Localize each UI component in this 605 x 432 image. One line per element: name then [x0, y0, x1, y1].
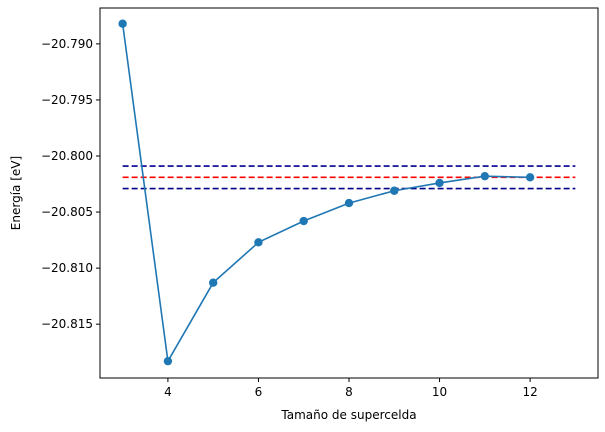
y-axis: −20.815 −20.810 −20.805 −20.800 −20.795 −20.7… [41, 37, 100, 331]
plot-frame [99, 7, 599, 379]
x-axis: 4 6 8 10 12 [164, 378, 538, 399]
reference-lines [122, 165, 576, 190]
series-line-0 [121, 23, 531, 364]
x-tick-label-0: 4 [164, 385, 172, 399]
data-point-0-6 [390, 186, 399, 195]
data-point-0-4 [299, 216, 308, 226]
y-tick-label-2: −20.805 [41, 205, 93, 219]
y-axis-label: Energía [eV] [9, 156, 23, 230]
data-point-0-9 [525, 173, 535, 182]
series-layer [118, 19, 535, 366]
data-point-0-8 [480, 171, 490, 181]
y-tick-label-0: −20.815 [41, 317, 93, 331]
data-point-0-3 [254, 238, 263, 247]
x-tick-label-1: 6 [255, 385, 263, 399]
x-tick-label-4: 12 [522, 385, 537, 399]
y-tick-label-1: −20.810 [41, 261, 93, 275]
y-tick-label-5: −20.790 [41, 37, 93, 51]
x-tick-label-2: 8 [345, 385, 353, 399]
y-tick-label-3: −20.800 [41, 149, 93, 163]
data-point-0-0 [118, 19, 127, 28]
data-point-0-7 [435, 178, 444, 188]
data-point-0-5 [344, 198, 354, 208]
x-tick-label-3: 10 [432, 385, 447, 399]
data-point-0-1 [163, 356, 173, 366]
data-point-0-2 [208, 278, 218, 287]
x-axis-label: Tamaño de supercelda [280, 408, 416, 422]
y-tick-label-4: −20.795 [41, 93, 93, 107]
